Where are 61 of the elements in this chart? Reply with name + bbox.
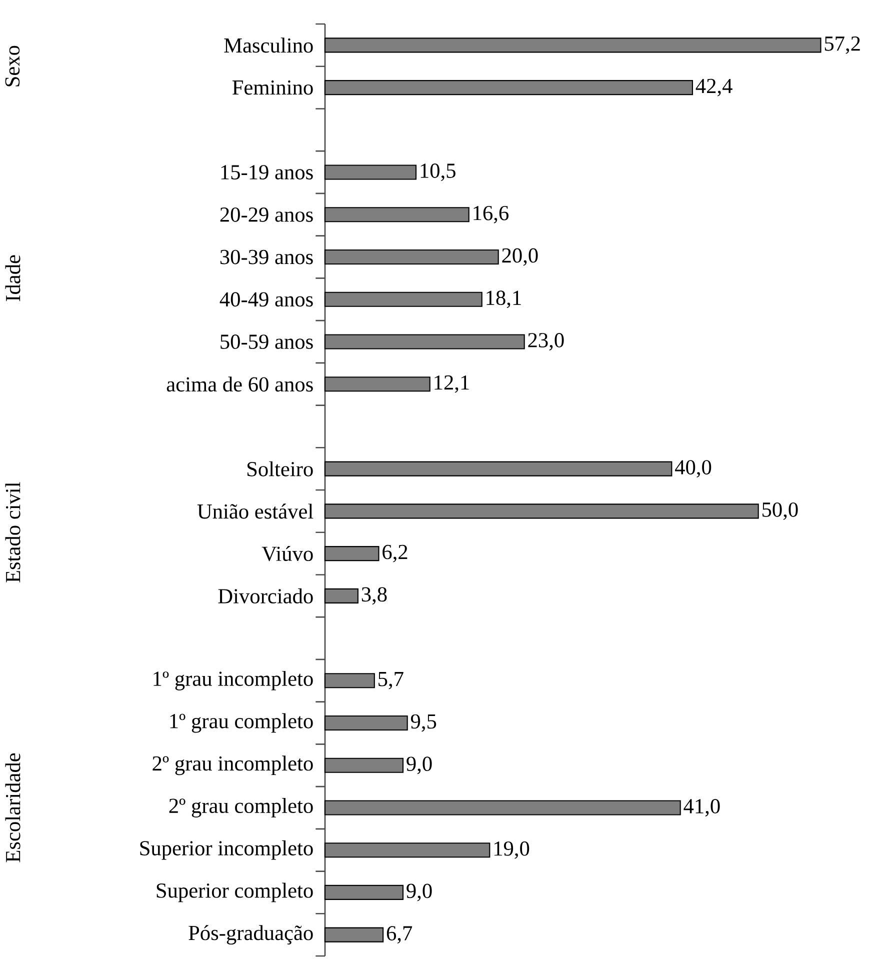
bar bbox=[324, 884, 404, 900]
data-label: 23,0 bbox=[528, 333, 564, 350]
bar bbox=[324, 800, 681, 816]
y-tick-label: União estável bbox=[197, 504, 314, 519]
y-tick-label: Superior completo bbox=[156, 882, 313, 902]
bar bbox=[324, 546, 380, 562]
bar bbox=[324, 249, 499, 265]
y-tick-label: acima de 60 anos bbox=[166, 376, 313, 392]
y-tick-label: 20-29 anos bbox=[220, 207, 313, 222]
data-label: 50,0 bbox=[762, 502, 798, 520]
bar bbox=[324, 715, 408, 731]
y-tick-label: 30-39 anos bbox=[220, 250, 313, 264]
y-tick-label: 1º grau completo bbox=[170, 713, 313, 733]
data-label: 10,5 bbox=[420, 164, 456, 182]
bar bbox=[324, 673, 375, 688]
data-label: 57,2 bbox=[824, 36, 860, 54]
data-label: 12,1 bbox=[434, 375, 469, 393]
bar bbox=[324, 334, 525, 350]
y-tick-label: Solteiro bbox=[247, 461, 313, 476]
text: Estado civil bbox=[5, 482, 20, 582]
data-label: 20,0 bbox=[502, 248, 538, 266]
y-tick-label: Feminino bbox=[232, 80, 313, 95]
bar bbox=[324, 164, 417, 180]
y-tick-label: 40-49 anos bbox=[220, 292, 313, 307]
bar bbox=[324, 927, 384, 942]
bar bbox=[324, 588, 358, 604]
bar bbox=[324, 80, 694, 96]
y-tick-label: 1º grau incompleto bbox=[154, 670, 313, 690]
data-label: 6,2 bbox=[382, 544, 408, 562]
text: Escolaridade bbox=[5, 753, 20, 862]
text: Idade bbox=[5, 255, 20, 302]
data-label: 18,1 bbox=[486, 290, 521, 308]
data-label: 6,7 bbox=[386, 926, 412, 944]
bar bbox=[324, 207, 470, 222]
y-tick-label: 2º grau incompleto bbox=[152, 756, 313, 776]
y-tick-label: Viúvo bbox=[262, 546, 313, 562]
bar bbox=[324, 38, 822, 53]
data-label: 3,8 bbox=[362, 587, 387, 605]
y-tick-label: Masculino bbox=[224, 38, 313, 53]
y-tick-label: Pós-graduação bbox=[188, 925, 313, 945]
y-tick-label: Superior incompleto bbox=[140, 840, 313, 860]
data-label: 9,5 bbox=[410, 714, 436, 732]
y-tick-label: 50-59 anos bbox=[220, 334, 313, 349]
data-label: 9,0 bbox=[406, 884, 432, 902]
bar bbox=[324, 461, 672, 476]
bar bbox=[324, 376, 430, 392]
bar bbox=[324, 758, 404, 773]
bar bbox=[324, 842, 490, 858]
y-tick-label: 2º grau completo bbox=[169, 798, 313, 818]
data-label: 19,0 bbox=[494, 841, 530, 859]
bar bbox=[324, 292, 482, 307]
data-label: 9,0 bbox=[406, 756, 432, 774]
data-label: 16,6 bbox=[474, 206, 509, 224]
y-tick-label: 15-19 anos bbox=[221, 165, 313, 180]
text: Sexo bbox=[5, 46, 20, 86]
data-label: 40,0 bbox=[675, 460, 712, 478]
data-label: 41,0 bbox=[684, 799, 720, 816]
data-label: 5,7 bbox=[378, 672, 404, 690]
data-label: 42,4 bbox=[696, 78, 732, 96]
bar bbox=[324, 504, 759, 519]
y-tick-label: Divorciado bbox=[218, 588, 313, 604]
